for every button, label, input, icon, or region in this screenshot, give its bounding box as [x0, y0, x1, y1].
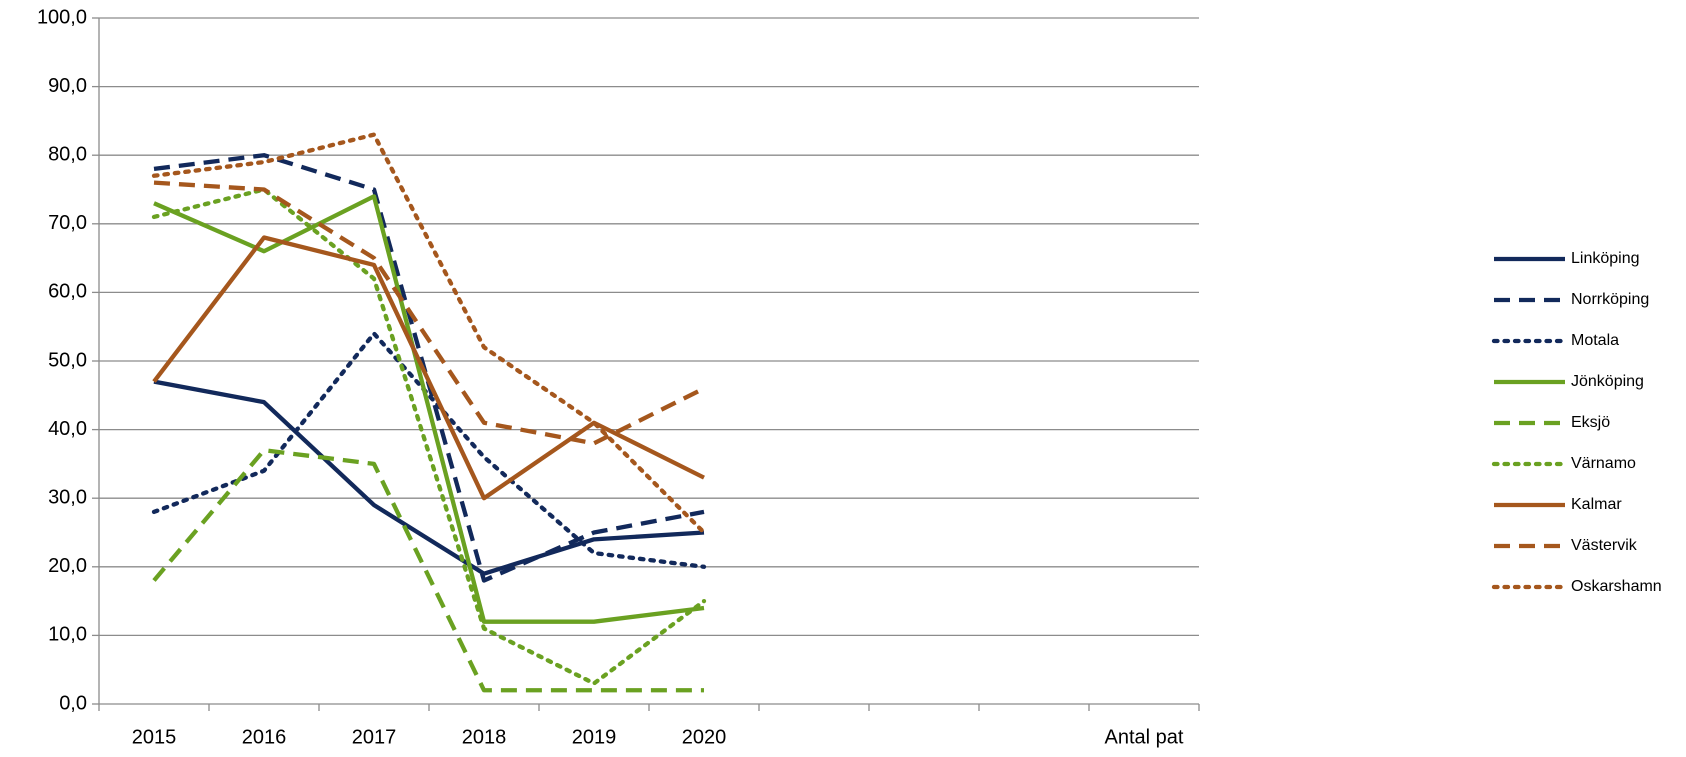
legend-label: Norrköping	[1571, 291, 1649, 308]
y-tick-label: 70,0	[48, 212, 87, 234]
legend-label: Oskarshamn	[1571, 578, 1662, 595]
y-tick-label: 60,0	[48, 281, 87, 303]
series-line	[153, 194, 705, 624]
series-line	[151, 187, 707, 686]
legend-label: Kalmar	[1571, 496, 1622, 513]
series-line	[151, 132, 707, 535]
x-tick-label: 2020	[682, 726, 727, 748]
legend-label: Västervik	[1571, 537, 1638, 554]
x-tick-label: 2017	[352, 726, 397, 748]
x-tick-label: 2016	[242, 726, 287, 748]
y-tick-label: 40,0	[48, 418, 87, 440]
legend-label: Jönköping	[1571, 373, 1644, 390]
x-tick-label: 2019	[572, 726, 617, 748]
y-tick-label: 20,0	[48, 555, 87, 577]
series-line	[152, 448, 704, 693]
y-tick-label: 0,0	[59, 692, 87, 714]
series-line	[151, 331, 707, 569]
y-tick-label: 10,0	[48, 624, 87, 646]
legend-label: Linköping	[1571, 250, 1640, 267]
legend-label: Eksjö	[1571, 414, 1610, 431]
series-line	[152, 235, 705, 501]
x-tick-label: 2015	[132, 726, 177, 748]
y-tick-label: 90,0	[48, 75, 87, 97]
x-tick-label: 2018	[462, 726, 507, 748]
legend-label: Motala	[1571, 332, 1619, 349]
series-line	[153, 379, 705, 576]
legend-label: Värnamo	[1571, 455, 1636, 472]
y-tick-label: 30,0	[48, 486, 87, 508]
y-tick-label: 50,0	[48, 349, 87, 371]
y-tick-label: 100,0	[37, 6, 87, 28]
y-tick-label: 80,0	[48, 143, 87, 165]
series-line	[153, 153, 705, 583]
x-tick-label: Antal pat	[1105, 726, 1184, 748]
series-line	[153, 180, 705, 446]
